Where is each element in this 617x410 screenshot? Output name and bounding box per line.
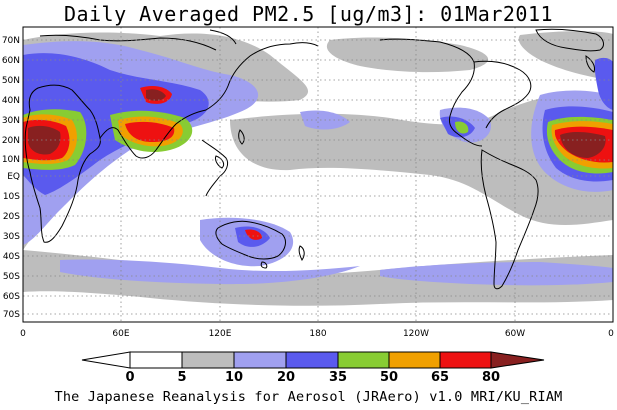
- colorbar-segment-1: [129, 351, 183, 369]
- colorbar-segment-5: [337, 351, 390, 369]
- colorbar-tick: 65: [431, 370, 449, 385]
- lat-label: 50N: [2, 76, 20, 86]
- colorbar-tick: 10: [225, 370, 243, 385]
- lat-label: 30S: [3, 232, 20, 242]
- lon-label: 60W: [505, 329, 525, 339]
- colorbar-tick: 80: [482, 370, 500, 385]
- lat-label: 30N: [2, 116, 20, 126]
- lon-label: 60E: [112, 329, 129, 339]
- colorbar-tick: 20: [277, 370, 295, 385]
- colorbar-segment-4: [285, 351, 339, 369]
- lat-label: 70S: [3, 310, 20, 320]
- lon-label: 120W: [403, 329, 429, 339]
- lon-label: 120E: [209, 329, 232, 339]
- coastlines: [24, 28, 604, 290]
- pm25-concentration-field: [23, 27, 613, 322]
- footer-credit: The Japanese Reanalysis for Aerosol (JRA…: [54, 389, 563, 405]
- lat-label: 10N: [2, 155, 20, 165]
- colorbar-tick: 0: [125, 370, 134, 385]
- lat-label: 50S: [3, 272, 20, 282]
- colorbar-segment-3: [233, 351, 287, 369]
- latitude-labels: 70N 60N 50N 40N 30N 20N 10N EQ 10S 20S 3…: [2, 36, 20, 320]
- lat-label: 20N: [2, 136, 20, 146]
- colorbar-tick: 35: [329, 370, 347, 385]
- colorbar-segment-6: [388, 351, 441, 369]
- band-over-80: [28, 89, 606, 158]
- longitude-labels: 0 60E 120E 180 120W 60W 0: [20, 329, 614, 339]
- lon-label: 0: [608, 329, 614, 339]
- lat-label: 60N: [2, 56, 20, 66]
- colorbar-tick: 5: [177, 370, 186, 385]
- lat-label: 20S: [3, 212, 20, 222]
- map-frame: [22, 26, 614, 323]
- gridlines: [23, 27, 613, 322]
- colorbar-segment-2: [181, 351, 235, 369]
- map-title: Daily Averaged PM2.5 [ug/m3]: 01Mar2011: [63, 2, 554, 26]
- lat-label: 70N: [2, 36, 20, 46]
- lon-label: 180: [309, 329, 326, 339]
- colorbar-segment-8: [490, 351, 545, 369]
- colorbar-tick: 50: [380, 370, 398, 385]
- colorbar-segment-0: [81, 351, 131, 369]
- lat-label: 40S: [3, 252, 20, 262]
- lat-label: 10S: [3, 192, 20, 202]
- lat-label: 60S: [3, 292, 20, 302]
- colorbar-segment-7: [439, 351, 492, 369]
- lon-label: 0: [20, 329, 26, 339]
- colorbar: 0 5 10 20 35 50 65 80: [81, 351, 545, 385]
- lat-label: EQ: [7, 172, 20, 182]
- lat-label: 40N: [2, 96, 20, 106]
